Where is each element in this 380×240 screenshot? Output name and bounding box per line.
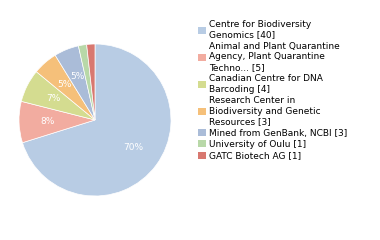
Legend: Centre for Biodiversity
Genomics [40], Animal and Plant Quarantine
Agency, Plant: Centre for Biodiversity Genomics [40], A… <box>198 20 347 161</box>
Wedge shape <box>22 44 171 196</box>
Wedge shape <box>21 72 95 120</box>
Text: 5%: 5% <box>70 72 84 81</box>
Wedge shape <box>87 44 95 120</box>
Text: 7%: 7% <box>46 94 60 103</box>
Wedge shape <box>19 101 95 143</box>
Wedge shape <box>78 44 95 120</box>
Text: 8%: 8% <box>41 117 55 126</box>
Text: 70%: 70% <box>123 144 143 152</box>
Wedge shape <box>36 55 95 120</box>
Text: 5%: 5% <box>57 80 71 89</box>
Wedge shape <box>55 46 95 120</box>
